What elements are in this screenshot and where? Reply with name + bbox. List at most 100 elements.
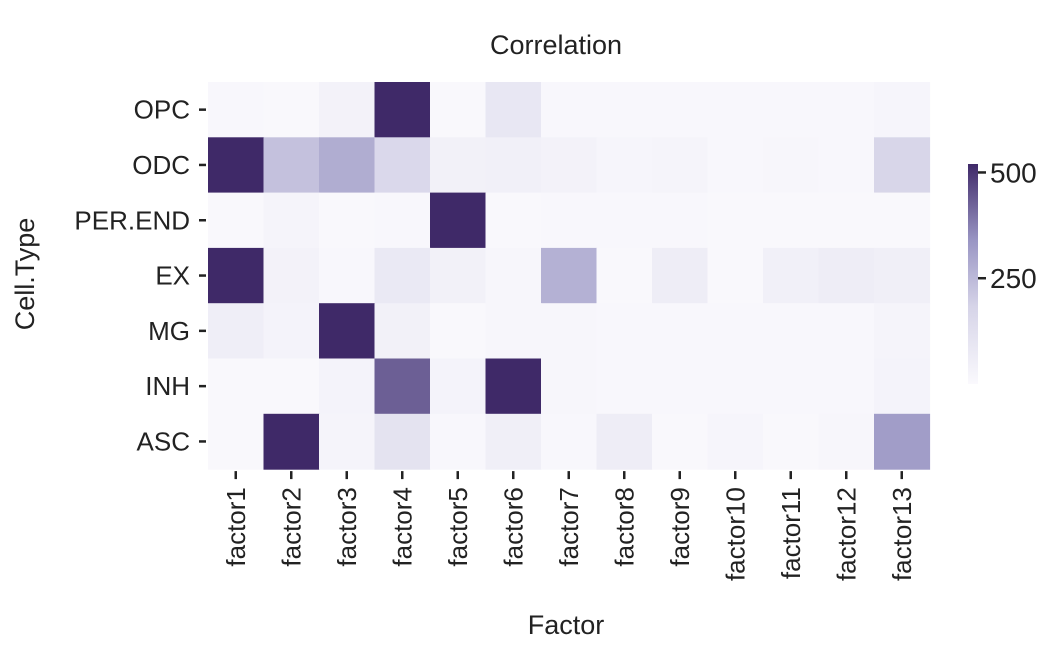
y-tick-label: PER.END bbox=[74, 205, 190, 235]
y-tick-label: OPC bbox=[134, 95, 190, 125]
y-tick-label: INH bbox=[145, 371, 190, 401]
heatmap-cell bbox=[707, 303, 764, 360]
heatmap-cell bbox=[541, 358, 598, 415]
heatmap-cell bbox=[596, 192, 653, 249]
heatmap-cell bbox=[263, 137, 320, 194]
heatmap-cell bbox=[319, 303, 376, 360]
heatmap-cell bbox=[319, 413, 376, 470]
x-tick-label: factor13 bbox=[887, 487, 917, 581]
y-tick-label: ODC bbox=[132, 150, 190, 180]
heatmap-cell bbox=[596, 247, 653, 304]
heatmap-cell bbox=[596, 358, 653, 415]
heatmap-cell bbox=[263, 413, 320, 470]
x-tick-label: factor8 bbox=[609, 487, 639, 566]
heatmap-cell bbox=[652, 137, 709, 194]
x-tick-label: factor10 bbox=[720, 487, 750, 581]
heatmap-cell bbox=[818, 413, 875, 470]
chart-title: Correlation bbox=[490, 30, 622, 60]
heatmap-cell bbox=[263, 82, 320, 138]
heatmap-cell bbox=[596, 82, 653, 138]
y-tick-label: EX bbox=[155, 261, 190, 291]
heatmap-cell bbox=[652, 82, 709, 138]
heatmap-cell bbox=[208, 303, 265, 360]
heatmap-cell bbox=[208, 413, 265, 470]
heatmap-cell bbox=[485, 137, 542, 194]
heatmap-cell bbox=[374, 247, 431, 304]
heatmap-cell bbox=[874, 192, 931, 249]
y-tick-labels: OPC ODC PER.END EX MG INH ASC bbox=[74, 95, 206, 456]
colorbar-tick-label: 500 bbox=[990, 157, 1037, 188]
heatmap-cell bbox=[596, 303, 653, 360]
heatmap-cell bbox=[374, 192, 431, 249]
heatmap-cell bbox=[430, 82, 487, 138]
x-axis-label: Factor bbox=[528, 610, 605, 640]
heatmap-cell bbox=[763, 303, 820, 360]
x-tick-label: factor1 bbox=[221, 487, 251, 566]
heatmap-cell bbox=[541, 303, 598, 360]
heatmap-cell bbox=[374, 82, 431, 138]
heatmap-cell bbox=[763, 137, 820, 194]
heatmap-cell bbox=[208, 247, 265, 304]
heatmap-cell bbox=[596, 137, 653, 194]
heatmap-cell bbox=[374, 303, 431, 360]
heatmap-cell bbox=[319, 82, 376, 138]
heatmap-cell bbox=[319, 358, 376, 415]
heatmap-cell bbox=[374, 358, 431, 415]
heatmap-cell bbox=[485, 303, 542, 360]
heatmap-cell bbox=[818, 247, 875, 304]
heatmap-cell bbox=[485, 82, 542, 138]
heatmap-cell bbox=[763, 82, 820, 138]
heatmap-cell bbox=[208, 192, 265, 249]
y-axis-label: Cell.Type bbox=[10, 218, 40, 331]
heatmap-cell bbox=[763, 247, 820, 304]
heatmap-cell bbox=[208, 82, 265, 138]
colorbar-tick-label: 250 bbox=[990, 263, 1037, 294]
heatmap-cell bbox=[319, 192, 376, 249]
heatmap-cell bbox=[485, 247, 542, 304]
x-tick-label: factor2 bbox=[276, 487, 306, 566]
heatmap-cell bbox=[263, 303, 320, 360]
x-tick-label: factor6 bbox=[498, 487, 528, 566]
x-tick-label: factor5 bbox=[443, 487, 473, 566]
y-tick-label: ASC bbox=[137, 426, 190, 456]
heatmap-cell bbox=[485, 413, 542, 470]
x-tick-label: factor7 bbox=[554, 487, 584, 566]
heatmap-cell bbox=[874, 413, 931, 470]
heatmap-cell bbox=[707, 413, 764, 470]
heatmap-cell bbox=[763, 413, 820, 470]
heatmap-cell bbox=[430, 137, 487, 194]
heatmap-cell bbox=[319, 247, 376, 304]
heatmap-cell bbox=[208, 137, 265, 194]
colorbar: 250 500 bbox=[968, 157, 1037, 384]
heatmap-cell bbox=[874, 82, 931, 138]
heatmap-cell bbox=[652, 413, 709, 470]
x-tick-label: factor4 bbox=[387, 487, 417, 566]
heatmap-cell bbox=[374, 413, 431, 470]
heatmap-cell bbox=[319, 137, 376, 194]
heatmap-cell bbox=[818, 137, 875, 194]
heatmap-cell bbox=[818, 358, 875, 415]
heatmap-cell bbox=[818, 303, 875, 360]
heatmap-cell bbox=[652, 247, 709, 304]
x-tick-label: factor9 bbox=[665, 487, 695, 566]
heatmap-cell bbox=[874, 247, 931, 304]
heatmap-cell bbox=[818, 192, 875, 249]
heatmap-cell bbox=[707, 137, 764, 194]
heatmap-cell bbox=[541, 247, 598, 304]
heatmap-cell bbox=[874, 303, 931, 360]
heatmap-cell bbox=[652, 358, 709, 415]
x-tick-label: factor12 bbox=[831, 487, 861, 581]
heatmap-cell bbox=[430, 358, 487, 415]
y-tick-label: MG bbox=[148, 316, 190, 346]
heatmap-cell bbox=[208, 358, 265, 415]
heatmap-cell bbox=[485, 192, 542, 249]
heatmap-cell bbox=[263, 192, 320, 249]
heatmap-cell bbox=[541, 413, 598, 470]
heatmap-cell bbox=[818, 82, 875, 138]
heatmap-cell bbox=[541, 82, 598, 138]
heatmap-cell bbox=[430, 192, 487, 249]
heatmap-cell bbox=[652, 192, 709, 249]
heatmap-cell bbox=[707, 192, 764, 249]
x-tick-label: factor3 bbox=[332, 487, 362, 566]
